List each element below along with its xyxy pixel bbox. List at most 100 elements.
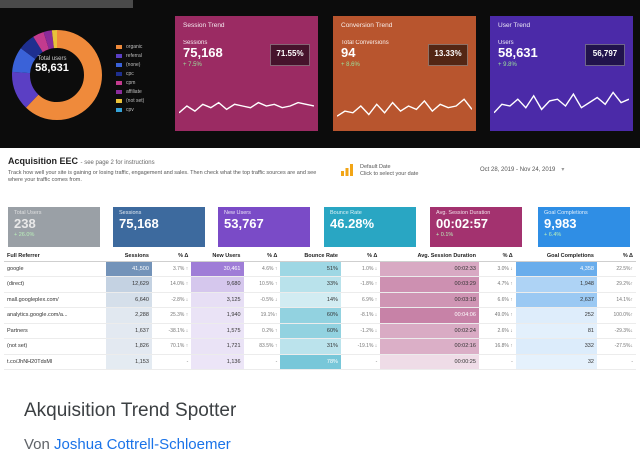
metric-cell: 22.5%↑ [596,261,636,277]
table-header-cell[interactable]: Bounce Rate [280,251,341,262]
metric-cell: 41,500 [105,261,152,277]
metric-cell: -38.1% ↓ [151,323,192,339]
date-range-selector[interactable]: Oct 28, 2019 - Nov 24, 2019 ▾ [480,166,564,173]
metric-cell: - [596,354,636,370]
metric-cell: 1,940 [191,307,244,324]
legend-item: cpm [116,78,144,87]
metric-cell: 00:00:25 [380,354,479,370]
referrer-cell: mall.googleplex.com/ [4,292,106,308]
metric-cell: 1,136 [191,354,244,370]
acquisition-description: Track how well your site is gaining or l… [8,170,317,183]
kpi-card-1[interactable]: Sessions 75,168 [113,207,205,247]
kpi-delta: + 26.0% [14,232,35,238]
kpi-card-4[interactable]: Avg. Session Duration 00:02:57 + 0.1% [430,207,522,247]
kpi-value: 75,168 [119,216,159,231]
metric-cell: - [340,354,381,370]
kpi-delta: + 6.4% [544,232,562,238]
kpi-card-0[interactable]: Total Users 238 + 26.0% [8,207,100,247]
table-row[interactable]: mall.googleplex.com/6,640 -2.8% ↓ 3,125 -0.… [4,292,636,308]
metric-cell: 25.3% ↑ [151,307,192,324]
table-row[interactable]: t.co/JhNH20TdsMl 1,153-1,136-78% -00:00:25… [4,354,636,370]
trend-value: 75,168 [183,45,223,60]
legend-label: affiliate [126,88,142,95]
legend-item: organic [116,42,144,51]
table-header-cell[interactable]: % Δ [243,251,281,262]
kpi-card-3[interactable]: Bounce Rate 46.28% [324,207,416,247]
legend-label: (not set) [126,97,145,104]
metric-cell: 1.0% ↓ [340,261,381,277]
trend-delta: + 7.5% [183,62,202,68]
trend-sparkline [337,98,472,117]
metric-cell: 78% [280,354,341,370]
trend-card-0[interactable]: Session Trend Sessions 75,168 + 7.5% 71.55% [175,16,318,131]
card-title[interactable]: Akquisition Trend Spotter [24,400,237,421]
metric-cell: 6.9% ↑ [340,292,381,308]
trend-card-2[interactable]: User Trend Users 58,631 + 9.8% 56,797 [490,16,633,131]
trend-summary-box: 56,797 [585,44,625,66]
kpi-card-5[interactable]: Goal Completions 9,983 + 6.4% [538,207,630,247]
kpi-value: 00:02:57 [436,216,489,231]
legend-label: (none) [126,61,141,68]
table-header-cell[interactable]: New Users [191,251,244,262]
trend-metric: Users [498,40,514,46]
table-row[interactable]: (direct) 12,629 14.0% ↑ 9,680 10.5% ↑ 33% -1.8… [4,276,636,293]
metric-cell: 00:03:18 [380,292,479,308]
table-header-cell[interactable]: % Δ [151,251,192,262]
metric-cell: -19.1% ↓ [340,338,381,355]
date-default: Default Date [360,164,391,170]
table-header-cell[interactable]: % Δ [478,251,516,262]
card-author: Von Joshua Cottrell-Schloemer [24,436,231,453]
trend-metric: Sessions [183,40,208,46]
table-header-cell[interactable]: % Δ [596,251,636,262]
legend-item: (none) [116,60,144,69]
table-row[interactable]: (not set) 1,826 70.1% ↑ 1,721 83.5% ↑ 31% -19.… [4,338,636,355]
kpi-value: 9,983 [544,216,577,231]
author-link[interactable]: Joshua Cottrell-Schloemer [54,436,231,453]
legend-swatch [116,80,122,85]
report-preview-image[interactable]: Total users 58,631 organic referral (none)… [0,0,640,378]
legend-label: cpc [126,70,134,77]
table-header-cell[interactable]: Sessions [105,251,152,262]
table-header-cell[interactable]: % Δ [340,251,381,262]
referrer-cell: t.co/JhNH20TdsMl [4,354,106,370]
table-header-cell[interactable]: Avg. Session Duration [380,251,479,262]
table-header-cell[interactable]: Goal Completions [515,251,597,262]
table-header-cell[interactable]: Full Referrer [4,251,106,262]
trend-sparkline [494,91,629,114]
metric-cell: -8.1% ↓ [340,307,381,324]
trend-card-1[interactable]: Conversion Trend Total Conversions 94 + 8.6… [333,16,476,131]
legend-label: cpv [126,106,134,113]
trend-title: Session Trend [183,22,225,29]
metric-cell: 14% [280,292,341,308]
metric-cell: 60% [280,307,341,324]
metric-cell: 00:02:33 [380,261,479,277]
referrer-cell: (not set) [4,338,106,355]
trend-title: User Trend [498,22,531,29]
metric-cell: -27.5%↓ [596,338,636,355]
metric-cell: - [478,354,516,370]
metric-cell: 2.6% ↓ [478,323,516,339]
date-control-label[interactable]: Default Date Click to select your date [360,164,418,178]
metric-cell: 2,288 [105,307,152,324]
legend-item: cpv [116,105,144,114]
metric-cell: 1,948 [515,276,597,293]
metric-cell: 2,637 [515,292,597,308]
metric-cell: 70.1% ↑ [151,338,192,355]
metric-cell: 60% [280,323,341,339]
metric-cell: 12,629 [105,276,152,293]
trend-delta: + 9.8% [498,62,517,68]
kpi-card-2[interactable]: New Users 53,767 [218,207,310,247]
kpi-value: 46.28% [330,216,375,231]
acquisition-title-suffix: - see page 2 for instructions [80,160,155,166]
trend-metric: Total Conversions [341,40,389,46]
metric-cell: 0.2% ↑ [243,323,281,339]
metric-cell: 4,358 [515,261,597,277]
metric-cell: 6.6% ↑ [478,292,516,308]
table-row[interactable]: google 41,500 3.7% ↑ 30,461 4.6% ↑ 51% 1.0% ↓ 0… [4,261,636,277]
donut-legend: organic referral (none) cpc cpm affiliate (not… [116,42,144,114]
table-row[interactable]: analytics.google.com/a... 2,288 25.3% ↑ 1,9… [4,307,636,324]
table-row[interactable]: Partners 1,637 -38.1% ↓ 1,575 0.2% ↑ 60% -1.2%… [4,323,636,339]
kpi-label: Avg. Session Duration [436,210,491,216]
metric-cell: 83.5% ↑ [243,338,281,355]
trend-delta: + 8.6% [341,62,360,68]
